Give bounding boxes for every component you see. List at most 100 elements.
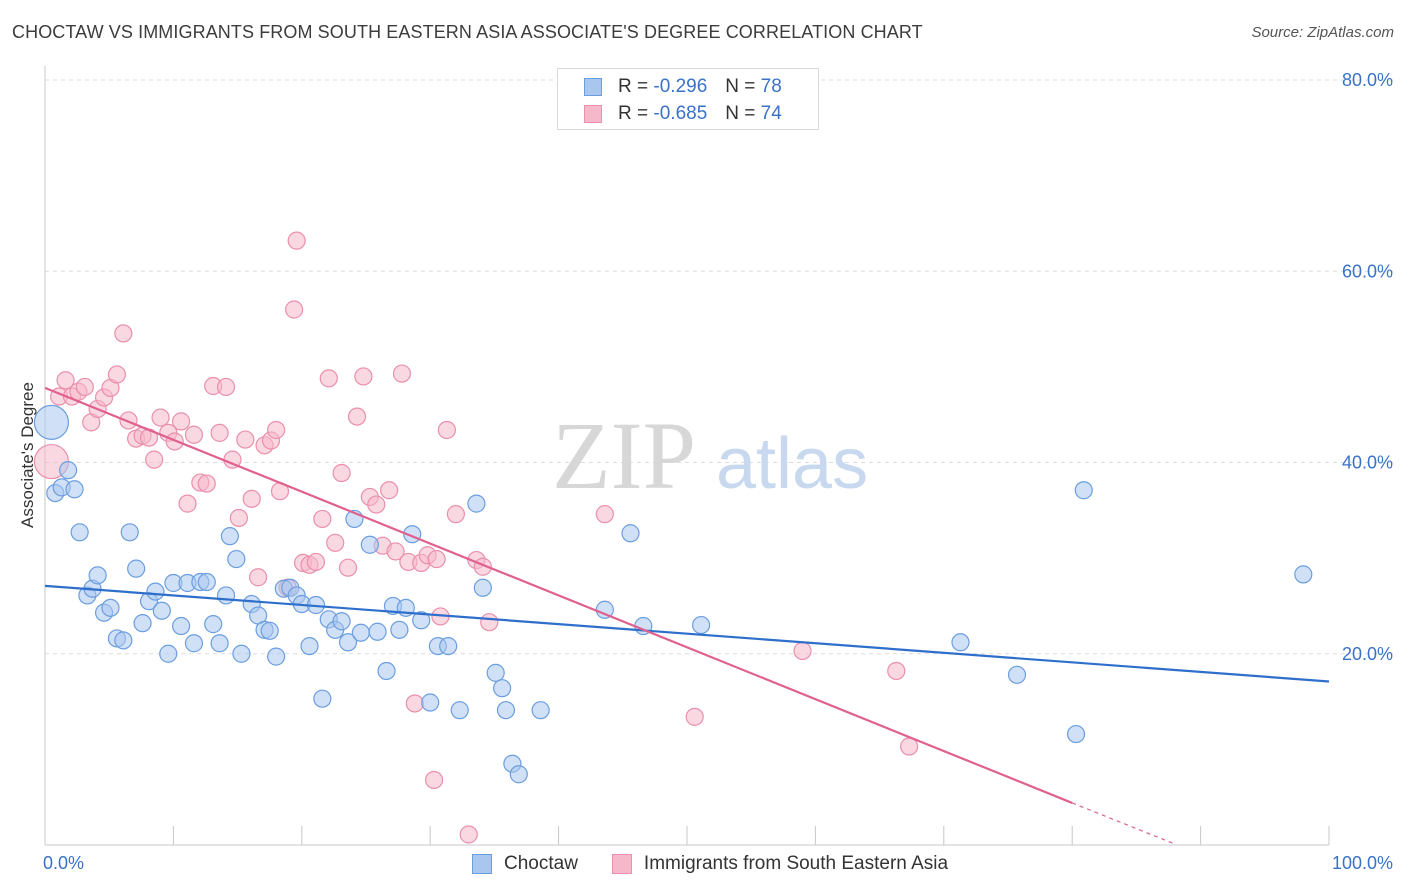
data-point (338, 633, 358, 652)
data-point (300, 636, 319, 656)
data-point (368, 622, 387, 641)
data-point (56, 371, 75, 390)
data-point (1066, 724, 1086, 744)
data-point (210, 634, 229, 653)
y-axis-label: Associate's Degree (18, 382, 37, 528)
data-point (210, 423, 229, 442)
data-point (427, 549, 446, 569)
data-point (120, 523, 139, 542)
legend-swatch-pink (611, 854, 632, 874)
data-point (197, 572, 216, 592)
legend-label: Immigrants from South Eastern Asia (643, 853, 949, 874)
data-point (424, 770, 444, 790)
data-point (242, 489, 261, 508)
r-label: R = (618, 103, 649, 124)
data-point (287, 231, 306, 250)
data-point (178, 494, 197, 513)
legend-row-immigrants: R = -0.685 N = 74 (584, 102, 782, 126)
data-point (229, 508, 248, 528)
data-point (332, 612, 351, 631)
data-point (496, 701, 516, 720)
source-label: Source: ZipAtlas.com (1251, 24, 1394, 41)
data-point (127, 559, 146, 578)
data-point (459, 825, 478, 844)
data-point (70, 523, 89, 542)
data-point (172, 616, 191, 636)
tick-labels: 20.0% 40.0% 60.0% 80.0% 0.0% 100.0% (43, 70, 1393, 873)
data-point (107, 365, 127, 384)
data-point (439, 636, 458, 656)
data-point (184, 634, 204, 653)
legend-swatch-pink (584, 105, 602, 123)
data-point (412, 611, 431, 630)
y-tick-label: 60.0% (1342, 261, 1393, 281)
data-point (216, 586, 236, 605)
data-point (145, 450, 164, 469)
data-point (486, 663, 505, 682)
data-point (267, 420, 286, 440)
data-point (65, 480, 84, 499)
data-point (260, 621, 279, 640)
data-point (793, 641, 812, 660)
data-point (531, 701, 550, 720)
legend-item-immigrants: Immigrants from South Eastern Asia (611, 853, 949, 875)
legend-label: Choctaw (504, 853, 578, 874)
data-point (354, 367, 373, 386)
data-point (692, 615, 711, 635)
data-point (306, 552, 326, 572)
data-point (172, 412, 191, 431)
data-point (88, 566, 107, 585)
data-point (377, 661, 396, 681)
r-value: -0.685 (653, 103, 708, 124)
data-point (480, 613, 499, 632)
data-point (227, 549, 246, 569)
series-immigrants-points (33, 231, 919, 844)
data-point (114, 631, 133, 650)
data-point (249, 568, 268, 587)
data-point (390, 620, 409, 639)
data-point (360, 535, 379, 554)
trend-line-immigrants-extension (1071, 802, 1176, 845)
watermark-atlas: atlas (716, 424, 868, 504)
watermark: ZIP atlas (552, 402, 868, 509)
data-point (595, 505, 614, 524)
legend-swatch-blue (584, 78, 602, 96)
data-point (450, 701, 469, 720)
data-point (446, 505, 465, 524)
y-tick-label: 40.0% (1342, 453, 1393, 473)
data-point (493, 679, 512, 698)
chart-title: CHOCTAW VS IMMIGRANTS FROM SOUTH EASTERN… (12, 22, 923, 42)
data-point (216, 377, 236, 397)
data-point (1294, 565, 1313, 584)
r-label: R = (618, 76, 649, 97)
data-point (367, 495, 386, 514)
data-point (351, 623, 370, 642)
data-point (392, 364, 412, 383)
series-legend: Choctaw Immigrants from South Eastern As… (472, 851, 982, 877)
data-point (1007, 665, 1027, 684)
y-tick-label: 80.0% (1342, 70, 1393, 90)
data-point (467, 494, 486, 513)
data-point (326, 533, 345, 552)
x-tick-label-min: 0.0% (43, 853, 84, 873)
data-point (338, 558, 358, 577)
data-point (685, 707, 704, 726)
watermark-zip: ZIP (552, 402, 696, 509)
data-point (332, 463, 351, 483)
x-tick-label-max: 100.0% (1332, 853, 1393, 873)
data-point (473, 578, 492, 597)
data-point (75, 377, 94, 397)
r-value: -0.296 (653, 76, 708, 97)
data-point (1074, 481, 1093, 500)
grid-lines (45, 79, 1393, 655)
data-point (437, 420, 456, 440)
data-point (119, 411, 138, 430)
n-value: 74 (760, 103, 782, 124)
data-point (114, 324, 133, 343)
trend-line-choctaw (44, 584, 1330, 683)
data-point (152, 601, 171, 620)
data-point (951, 633, 970, 652)
n-value: 78 (760, 76, 782, 97)
data-point (313, 689, 332, 708)
